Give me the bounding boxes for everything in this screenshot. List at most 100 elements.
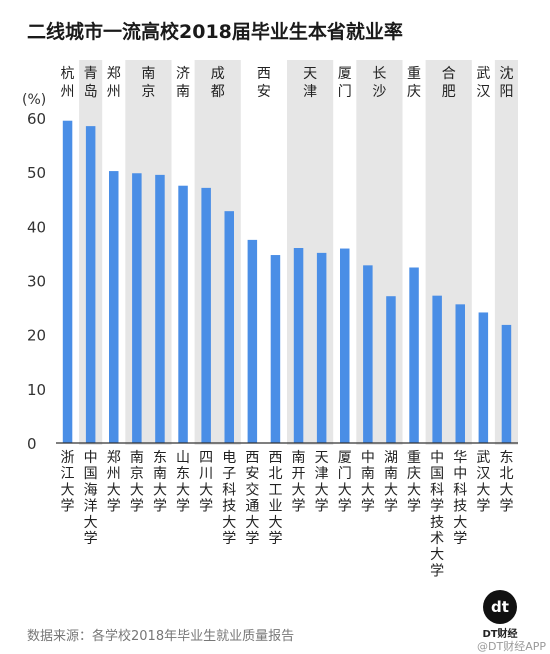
city-label-char: 杭 <box>61 66 75 82</box>
category-label-char: 中 <box>84 450 98 466</box>
category-label-char: 天 <box>315 450 329 466</box>
bars <box>62 120 512 444</box>
bar <box>409 267 419 443</box>
category-label-char: 中 <box>430 450 444 466</box>
category-label-char: 学 <box>476 499 490 515</box>
category-label-char: 工 <box>268 482 282 498</box>
bar <box>270 255 281 443</box>
category-label-char: 重 <box>407 450 421 466</box>
city-label-char: 西 <box>257 66 271 82</box>
category-label-char: 学 <box>499 499 513 515</box>
city-label-char: 安 <box>257 84 271 100</box>
category-label-char: 学 <box>176 499 190 515</box>
category-label-char: 学 <box>222 531 236 547</box>
category-label-char: 技 <box>222 499 236 515</box>
category-label-char: 学 <box>61 499 75 515</box>
category-label-char: 西 <box>268 450 282 466</box>
category-label-char: 山 <box>176 450 190 466</box>
bar <box>62 120 73 443</box>
city-label-char: 南 <box>141 66 155 82</box>
city-label-char: 厦 <box>338 66 352 82</box>
y-tick-label: 50 <box>27 164 46 182</box>
bar <box>432 295 442 443</box>
category-label-char: 南 <box>384 466 398 482</box>
watermark: @DT财经APP <box>477 639 546 653</box>
city-label-char: 阳 <box>499 84 513 100</box>
city-label-char: 门 <box>338 84 352 100</box>
bar <box>85 126 96 443</box>
city-label-char: 州 <box>61 84 75 100</box>
category-label-char: 学 <box>199 499 213 515</box>
chart-title: 二线城市一流高校2018届毕业生本省就业率 <box>27 20 403 43</box>
category-label-char: 大 <box>361 482 375 498</box>
city-label-char: 沙 <box>372 84 386 100</box>
category-label-char: 门 <box>338 466 352 482</box>
bar <box>132 173 142 443</box>
bar <box>293 248 304 443</box>
city-label-char: 津 <box>303 84 317 100</box>
bar <box>155 174 165 443</box>
category-label-char: 大 <box>407 482 421 498</box>
category-label-char: 学 <box>292 499 306 515</box>
category-label-char: 南 <box>130 450 144 466</box>
category-label-char: 学 <box>453 531 467 547</box>
bar <box>178 185 188 444</box>
city-label-char: 成 <box>211 66 225 82</box>
category-label-char: 南 <box>292 450 306 466</box>
category-label-char: 州 <box>107 466 121 482</box>
city-label-char: 南 <box>176 84 190 100</box>
category-label-char: 大 <box>153 482 167 498</box>
category-label-char: 大 <box>338 482 352 498</box>
y-axis-ticks: 0 10 20 30 40 50 60 <box>27 110 46 453</box>
category-label-char: 科 <box>453 482 467 498</box>
category-label-char: 国 <box>84 466 98 482</box>
city-label-char: 汉 <box>476 84 490 100</box>
bar <box>224 211 234 443</box>
category-label-char: 武 <box>476 450 490 466</box>
category-label-char: 大 <box>222 515 236 531</box>
category-label-char: 学 <box>153 499 167 515</box>
category-label-char: 大 <box>176 482 190 498</box>
category-label-char: 学 <box>384 499 398 515</box>
bar <box>109 171 119 444</box>
category-label-char: 电 <box>222 450 236 466</box>
category-label-char: 业 <box>268 499 282 515</box>
category-label-char: 庆 <box>407 466 421 482</box>
category-label-char: 大 <box>292 482 306 498</box>
y-tick-label: 30 <box>27 273 46 291</box>
category-label-char: 学 <box>130 499 144 515</box>
category-label-char: 学 <box>315 499 329 515</box>
category-label-char: 子 <box>222 466 236 482</box>
brand-logo: dt <box>483 590 517 624</box>
city-label-char: 肥 <box>442 84 456 100</box>
category-label-char: 技 <box>430 515 444 531</box>
category-label-char: 中 <box>361 450 375 466</box>
category-label-char: 海 <box>84 482 98 498</box>
category-label-char: 通 <box>245 499 259 515</box>
category-label-char: 京 <box>130 466 144 482</box>
bar <box>340 248 350 443</box>
category-label-char: 大 <box>199 482 213 498</box>
category-label-char: 南 <box>153 466 167 482</box>
city-band <box>494 60 518 445</box>
city-label-char: 京 <box>141 84 155 100</box>
y-tick-label: 0 <box>27 435 37 453</box>
category-label-char: 安 <box>245 466 259 482</box>
category-label-char: 学 <box>430 563 444 579</box>
category-label-char: 科 <box>222 482 236 498</box>
category-label-char: 开 <box>292 466 306 482</box>
category-label-char: 学 <box>107 499 121 515</box>
category-label-char: 郑 <box>107 450 121 466</box>
category-label-char: 技 <box>453 499 467 515</box>
category-label-char: 学 <box>338 499 352 515</box>
city-label-char: 庆 <box>407 84 421 100</box>
brand-logo-text: dt <box>491 598 509 616</box>
category-label-char: 学 <box>268 531 282 547</box>
category-label-char: 四 <box>199 450 213 466</box>
category-label-char: 浙 <box>61 450 75 466</box>
category-label-char: 大 <box>453 515 467 531</box>
y-tick-label: 10 <box>27 381 46 399</box>
bar <box>455 304 465 443</box>
category-label-char: 大 <box>499 482 513 498</box>
category-label-char: 大 <box>245 515 259 531</box>
